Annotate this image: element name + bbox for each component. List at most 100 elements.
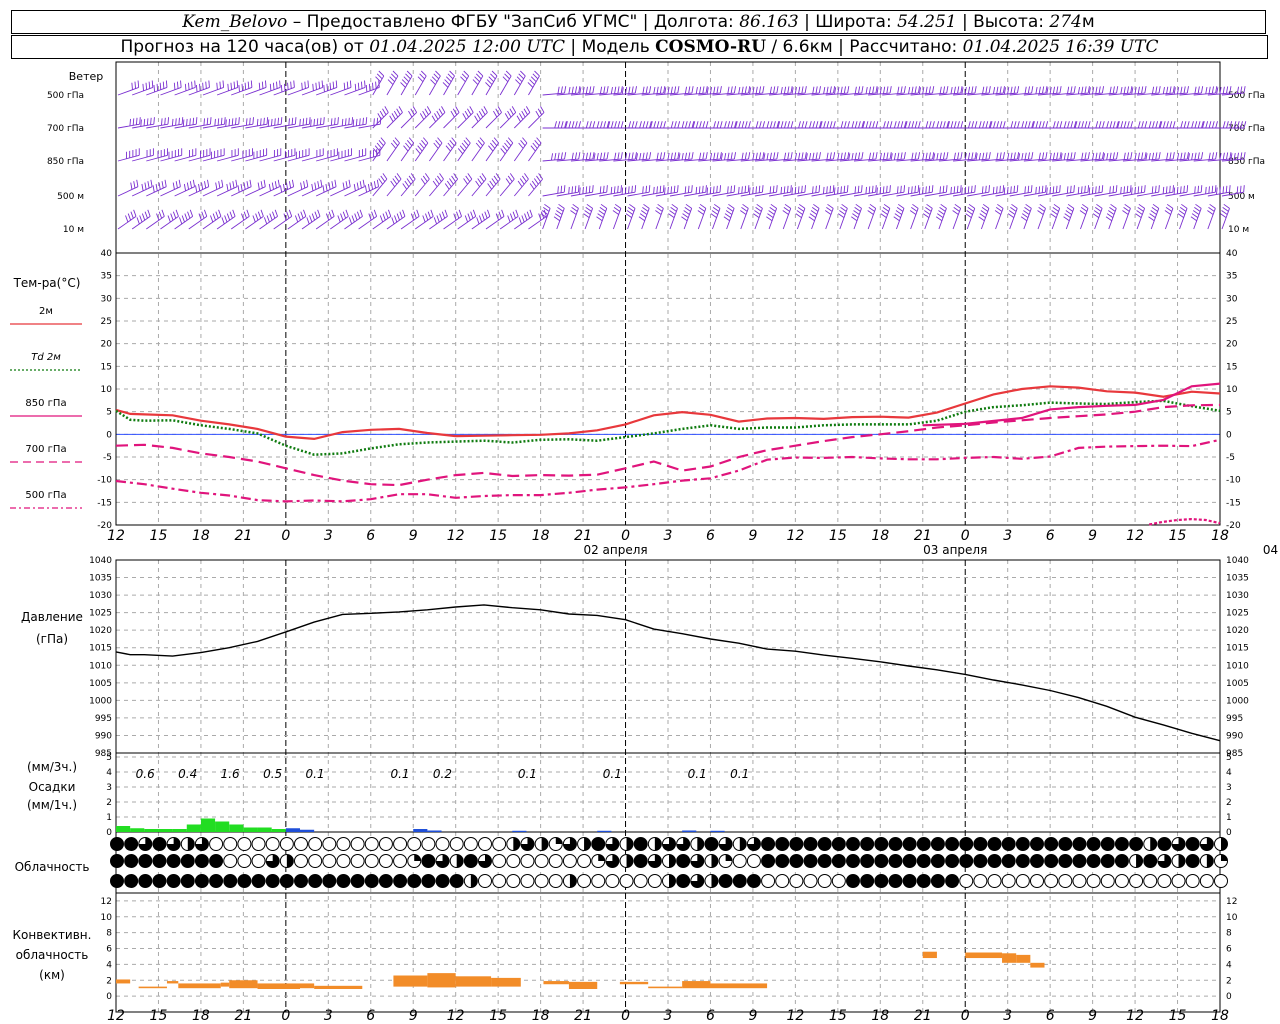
wind-barb-feather [881, 210, 888, 215]
wind-barb-shaft [1179, 158, 1202, 162]
wind-barb-feather [343, 82, 346, 90]
wind-barb-feather [1229, 185, 1231, 193]
wind-barb-shaft [386, 178, 402, 197]
wind-barb-feather [534, 70, 540, 77]
wind-barb-shaft [273, 87, 295, 96]
wind-barb-feather [1169, 185, 1171, 193]
cloud-symbol-fill [520, 837, 534, 851]
wind-barb-feather [423, 137, 429, 144]
wind-barb-feather [925, 152, 928, 160]
temp-legend-label: 500 гПа [25, 490, 66, 501]
wind-barb-feather [684, 186, 687, 194]
wind-barb-feather [766, 152, 769, 161]
wind-barb-feather [833, 187, 836, 195]
wind-barb-feather [232, 181, 235, 189]
wind-barb-shaft [698, 92, 721, 96]
cloud-symbol-fill [1172, 837, 1186, 851]
wind-barb-feather [1091, 186, 1094, 194]
wind-barb-feather [612, 210, 619, 215]
wind-barb-feather [832, 185, 835, 193]
temp-legend-label: 850 гПа [25, 398, 66, 409]
wind-barb-feather [911, 207, 918, 212]
wind-barb-feather [669, 210, 676, 215]
wind-barb-shaft [514, 216, 533, 230]
wind-barb-feather [1208, 186, 1210, 194]
precip-label: 1.6 [221, 767, 240, 781]
wind-barb-feather [917, 152, 921, 160]
wind-barb-feather [1129, 185, 1132, 193]
wind-barb-feather [1027, 86, 1030, 94]
wind-barb-feather [475, 142, 482, 149]
wind-barb-feather [582, 186, 584, 194]
wind-barb-feather [172, 182, 175, 190]
wind-barb-feather [341, 118, 344, 126]
wind-barb-feather [894, 213, 901, 218]
wind-barb-feather [1049, 186, 1051, 194]
wind-barb-shaft [330, 154, 352, 162]
wind-barb-shaft [443, 178, 459, 197]
cloud-symbol-fill [1221, 837, 1228, 851]
time-tick-bottom: 0 [281, 1008, 290, 1024]
wind-barb-feather [667, 86, 670, 95]
wind-barb-feather [1010, 207, 1017, 212]
wind-barb-feather [762, 121, 766, 129]
wind-barb-feather [886, 121, 890, 129]
wind-barb-feather [940, 203, 947, 209]
wind-barb-feather [1008, 210, 1016, 215]
wind-barb-feather [684, 121, 688, 129]
cloud-symbol [350, 837, 365, 851]
temp-tick-right: -20 [1226, 521, 1241, 531]
cloud-symbol-fill [648, 854, 662, 868]
wind-barb-feather [1148, 216, 1155, 222]
cloud-symbol-fill [152, 837, 166, 851]
wind-barb-shaft [1080, 158, 1103, 162]
grid-lines [115, 62, 1221, 1012]
wind-barb-feather [880, 213, 887, 218]
wind-barb-feather [974, 121, 978, 129]
wind-barb-shaft [740, 191, 763, 197]
wind-barb-feather [444, 79, 450, 85]
wind-barb-shaft [1151, 92, 1174, 96]
wind-barb-feather [603, 121, 607, 129]
wind-barb-feather [645, 86, 648, 94]
wind-barb-shaft [400, 178, 416, 197]
wind-barb-feather [964, 152, 967, 161]
wind-barb-feather [784, 121, 787, 129]
wind-barb-feather [614, 121, 617, 129]
wind-barb-feather [673, 185, 676, 193]
wind-barbs [117, 70, 1247, 230]
wind-barb-feather [1002, 121, 1006, 129]
wind-barb-feather [928, 185, 931, 193]
wind-barb-feather [474, 76, 480, 82]
wind-barb-feather [642, 86, 645, 94]
wind-barb-shaft [981, 158, 1004, 162]
wind-barb-shaft [797, 158, 820, 162]
wind-barb-feather [235, 179, 238, 187]
wind-barb-shaft [188, 186, 209, 197]
wind-barb-shaft [429, 178, 444, 197]
cloud-symbol [633, 874, 648, 888]
wind-barb-feather [1172, 121, 1176, 129]
pres-tick-left: 995 [95, 714, 112, 724]
wind-barb-feather [335, 80, 338, 88]
wind-barb-feather [171, 118, 174, 126]
wind-barb-feather [869, 203, 876, 209]
cloud-symbol-fill [1136, 854, 1143, 868]
wind-barb-feather [479, 175, 485, 182]
wind-barb-feather [392, 70, 399, 77]
wind-barb-feather [328, 182, 331, 190]
wind-barb-feather [603, 152, 606, 160]
wind-barb-feather [390, 180, 396, 187]
wind-barb-feather [535, 110, 540, 118]
wind-barb-feather [705, 185, 707, 193]
cloud-symbol-fill [888, 874, 902, 888]
cloud-symbol [407, 837, 422, 851]
wind-barb-feather [277, 117, 280, 125]
wind-barb-feather [1240, 121, 1243, 129]
wind-barb-feather [359, 181, 362, 189]
wind-barb-shaft [910, 92, 933, 96]
wind-barb-shaft [1122, 208, 1131, 230]
time-tick-bottom: 9 [1088, 1008, 1097, 1024]
wind-barb-feather [384, 106, 389, 113]
